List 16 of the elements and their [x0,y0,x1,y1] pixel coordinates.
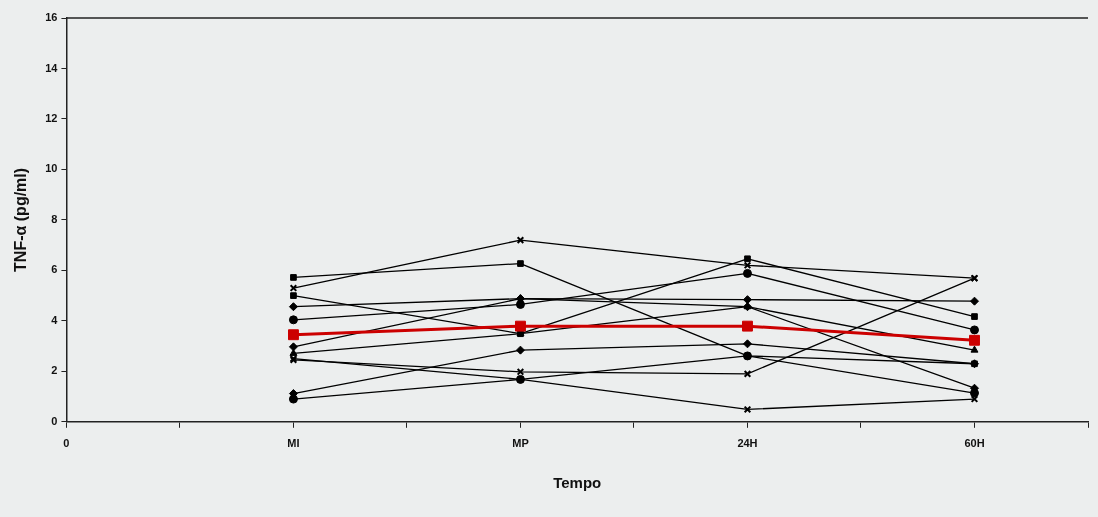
x-axis-title: Tempo [553,474,602,492]
y-tick-label: 6 [51,263,58,276]
x-tick-label: MP [512,437,529,450]
y-tick-label: 16 [45,11,58,24]
y-tick-label: 2 [51,364,58,377]
x-tick-label: MI [287,437,300,450]
x-tick-label: 0 [63,437,70,450]
y-tick-label: 8 [51,212,58,225]
y-axis-title: TNF-α (pg/ml) [12,167,30,272]
y-tick-label: 4 [51,313,59,326]
y-tick-label: 12 [45,111,58,124]
x-tick-label: 60H [964,437,985,450]
y-tick-label: 14 [45,61,59,74]
y-tick-label: 0 [51,414,58,427]
y-tick-label: 10 [45,162,58,175]
x-tick-label: 24H [737,437,758,450]
